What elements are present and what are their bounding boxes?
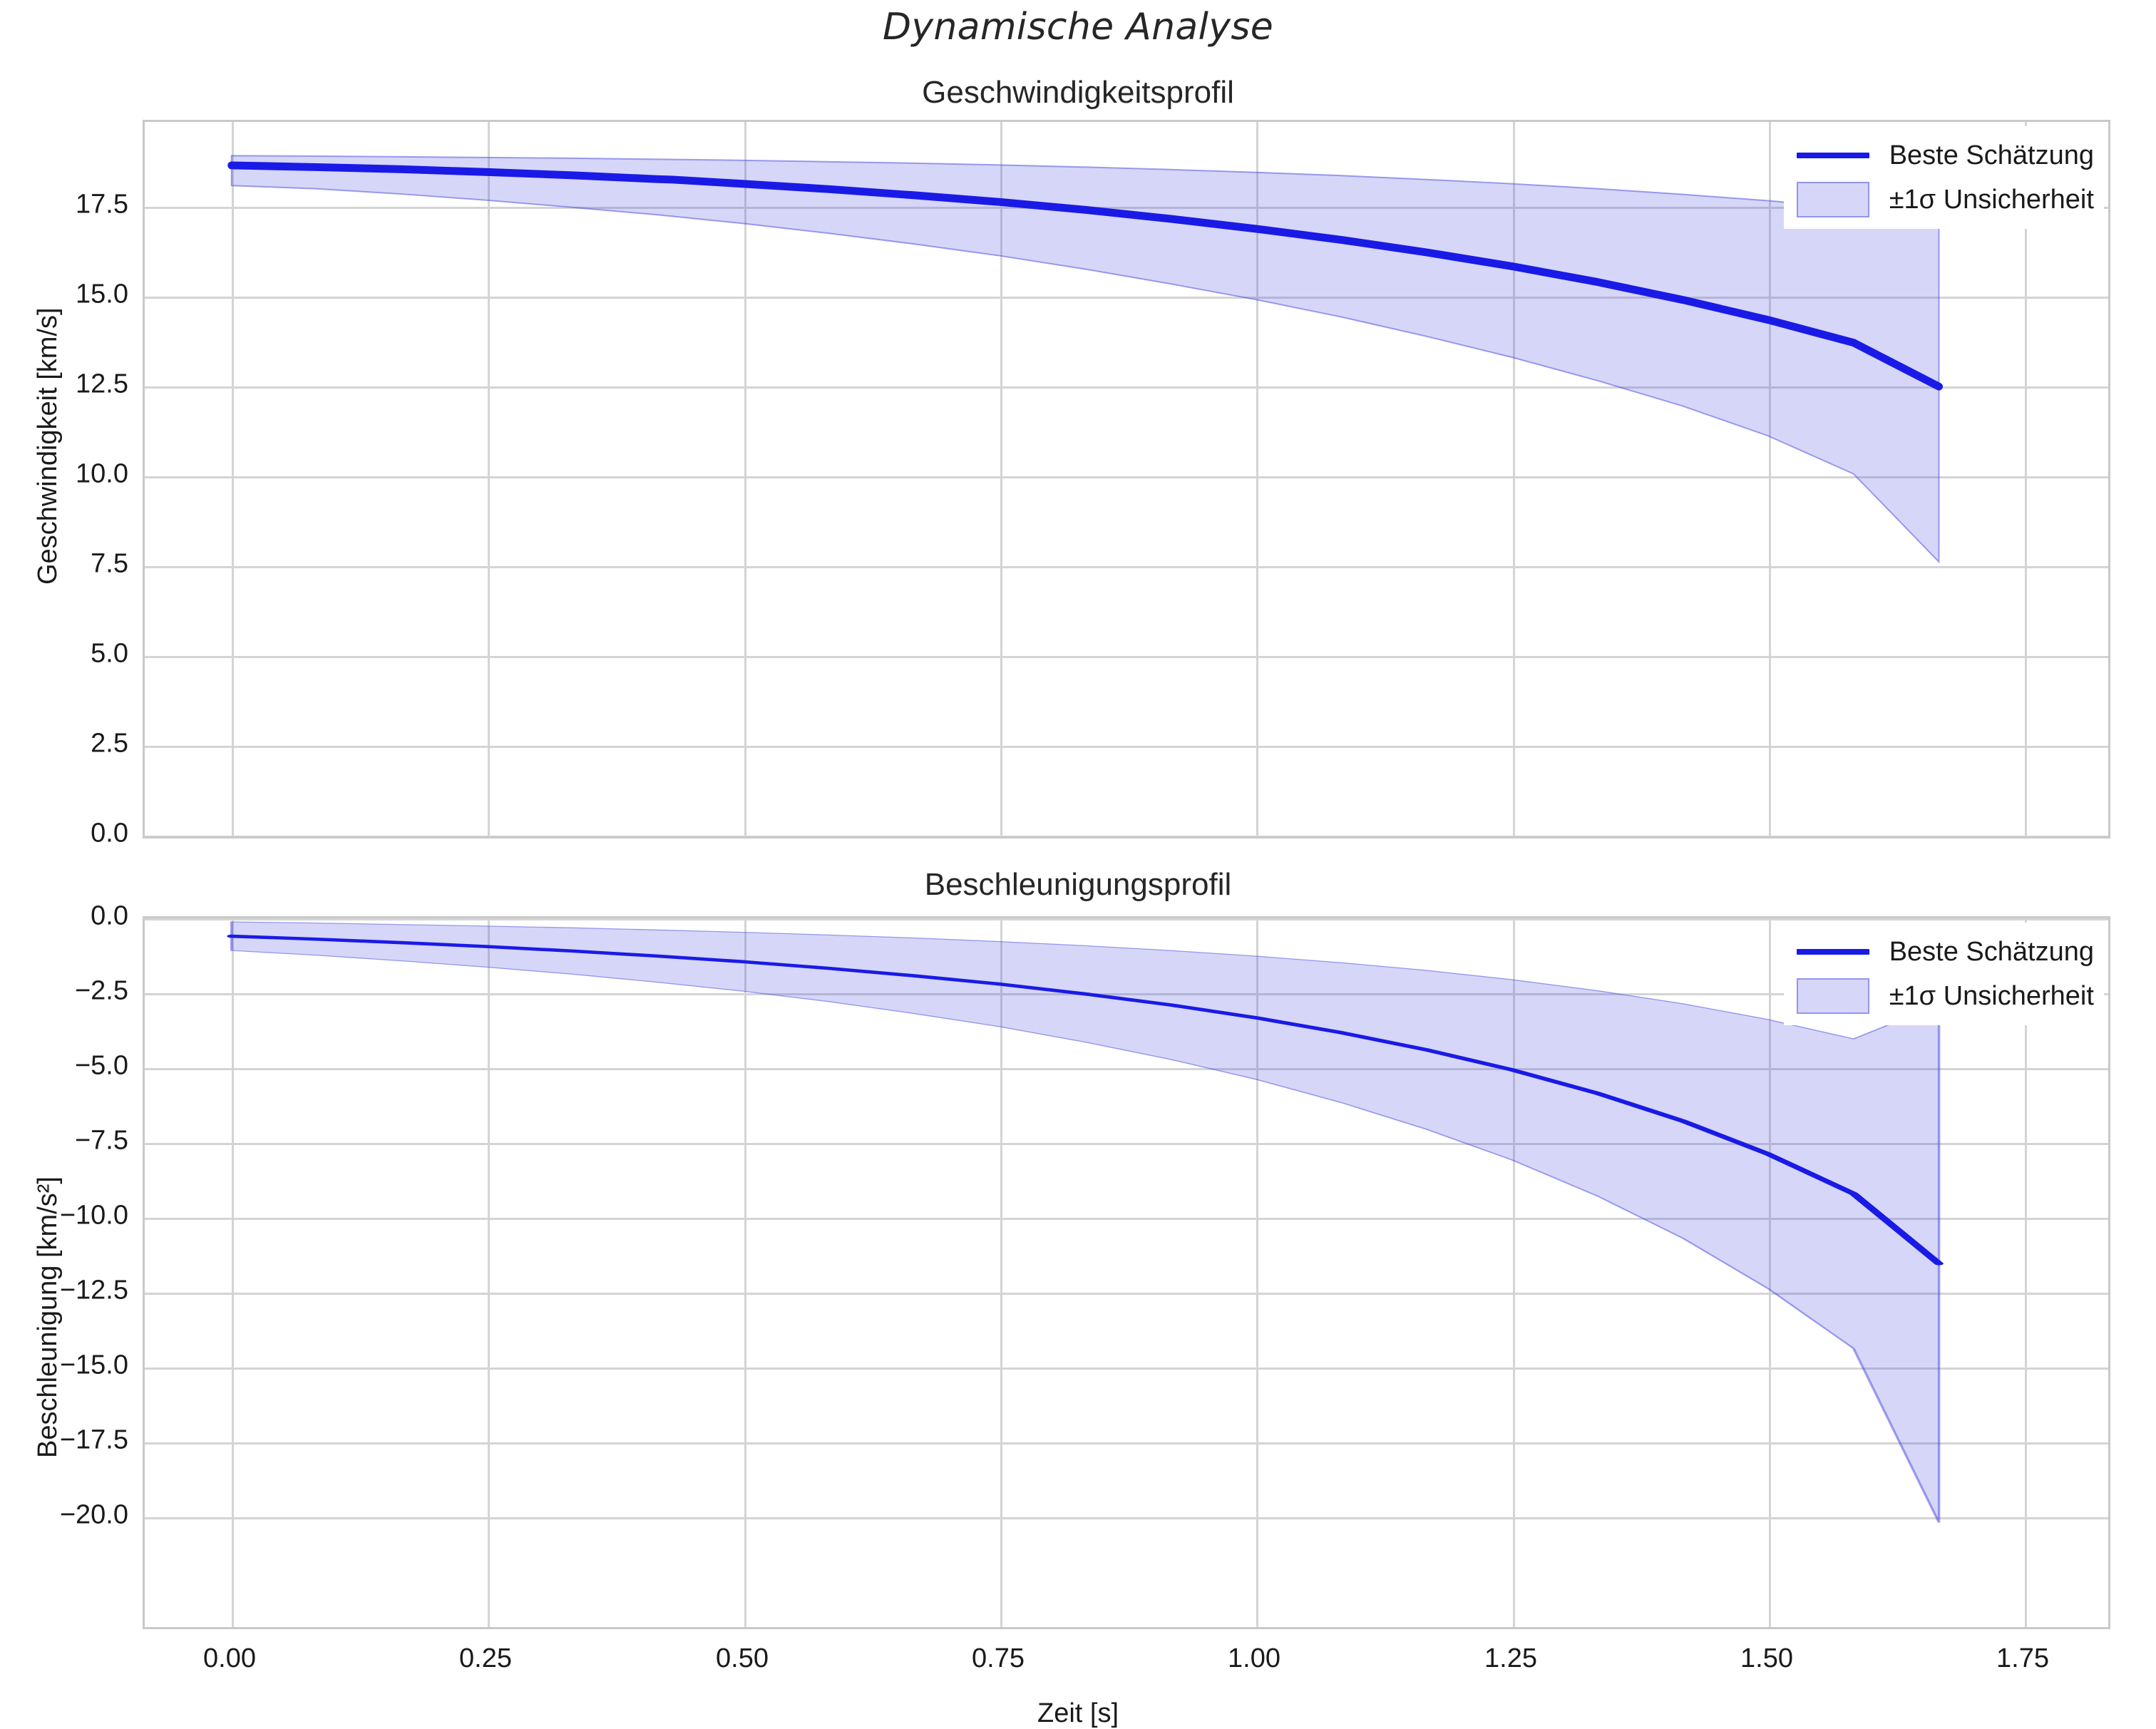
gridline-h bbox=[145, 1517, 2108, 1519]
gridline-h bbox=[145, 746, 2108, 748]
acceleration-legend: Beste Schätzung ±1σ Unsicherheit bbox=[1783, 923, 2104, 1025]
gridline-v bbox=[1769, 122, 1771, 836]
xtick: 0.00 bbox=[203, 1643, 256, 1673]
velocity-ytick: 10.0 bbox=[76, 458, 128, 489]
legend-label: ±1σ Unsicherheit bbox=[1889, 980, 2094, 1011]
acceleration-ytick: −5.0 bbox=[74, 1050, 128, 1081]
gridline-h bbox=[145, 386, 2108, 389]
legend-label: ±1σ Unsicherheit bbox=[1889, 184, 2094, 215]
acceleration-ytick: −17.5 bbox=[59, 1425, 128, 1455]
velocity-ytick: 2.5 bbox=[91, 728, 128, 759]
acceleration-ytick: 0.0 bbox=[91, 901, 128, 931]
acceleration-uncertainty-band bbox=[230, 921, 1941, 1523]
xtick: 1.00 bbox=[1228, 1643, 1280, 1673]
gridline-h bbox=[145, 1218, 2108, 1220]
acceleration-best-estimate-line bbox=[227, 934, 1944, 1266]
xtick: 1.75 bbox=[1996, 1643, 2049, 1673]
gridline-v bbox=[744, 122, 746, 836]
acceleration-ytick: −12.5 bbox=[59, 1275, 128, 1305]
velocity-uncertainty-band bbox=[230, 155, 1940, 564]
legend-row: ±1σ Unsicherheit bbox=[1791, 178, 2094, 222]
gridline-h bbox=[145, 1442, 2108, 1445]
gridline-v bbox=[488, 122, 490, 836]
velocity-ytick: 7.5 bbox=[91, 548, 128, 579]
velocity-best-estimate-line bbox=[227, 161, 1944, 391]
acceleration-title: Beschleunigungsprofil bbox=[924, 867, 1232, 902]
gridline-v bbox=[1769, 918, 1771, 1627]
legend-label: Beste Schätzung bbox=[1889, 140, 2094, 170]
legend-row: ±1σ Unsicherheit bbox=[1791, 974, 2094, 1018]
velocity-series-svg bbox=[227, 155, 1944, 564]
gridline-h bbox=[145, 1368, 2108, 1370]
gridline-h bbox=[145, 1293, 2108, 1295]
velocity-legend: Beste Schätzung ±1σ Unsicherheit bbox=[1783, 126, 2104, 229]
gridline-h bbox=[145, 656, 2108, 658]
xaxis-label: Zeit [s] bbox=[1037, 1698, 1119, 1728]
velocity-ytick: 0.0 bbox=[91, 818, 128, 848]
velocity-ytick: 12.5 bbox=[76, 369, 128, 399]
acceleration-ytick: −15.0 bbox=[59, 1350, 128, 1380]
velocity-title: Geschwindigkeitsprofil bbox=[922, 75, 1234, 110]
xtick: 0.75 bbox=[972, 1643, 1025, 1673]
gridline-h bbox=[145, 993, 2108, 995]
gridline-h bbox=[145, 918, 2108, 920]
legend-line-key bbox=[1791, 936, 1875, 968]
gridline-v bbox=[2025, 918, 2027, 1627]
acceleration-series-svg bbox=[227, 921, 1944, 1523]
acceleration-ytick: −7.5 bbox=[74, 1125, 128, 1156]
gridline-v bbox=[488, 918, 490, 1627]
legend-patch-key bbox=[1791, 978, 1875, 1014]
velocity-ytick: 5.0 bbox=[91, 638, 128, 669]
gridline-v bbox=[1513, 122, 1515, 836]
velocity-ylabel: Geschwindigkeit [km/s] bbox=[33, 307, 63, 585]
gridline-h bbox=[145, 1143, 2108, 1145]
acceleration-ytick: −20.0 bbox=[59, 1499, 128, 1530]
gridline-h bbox=[145, 836, 2108, 838]
gridline-h bbox=[145, 566, 2108, 568]
velocity-panel: Geschwindigkeitsprofil Geschwindigkeit [… bbox=[0, 0, 2156, 856]
legend-label: Beste Schätzung bbox=[1889, 936, 2094, 967]
acceleration-ytick: −10.0 bbox=[59, 1200, 128, 1231]
legend-row: Beste Schätzung bbox=[1791, 133, 2094, 178]
velocity-ytick: 17.5 bbox=[76, 189, 128, 220]
legend-patch-key bbox=[1791, 182, 1875, 217]
xtick: 1.25 bbox=[1484, 1643, 1537, 1673]
acceleration-panel: Beschleunigungsprofil Beschleunigung [km… bbox=[0, 856, 2156, 1728]
gridline-v bbox=[1513, 918, 1515, 1627]
velocity-plot-area: Beste Schätzung ±1σ Unsicherheit bbox=[143, 120, 2110, 838]
xtick: 0.50 bbox=[716, 1643, 769, 1673]
figure-suptitle: Dynamische Analyse bbox=[883, 6, 1273, 48]
gridline-v bbox=[232, 918, 234, 1627]
gridline-v bbox=[1256, 918, 1258, 1627]
gridline-v bbox=[232, 122, 234, 836]
gridline-h bbox=[145, 297, 2108, 299]
gridline-v bbox=[2025, 122, 2027, 836]
acceleration-ytick: −2.5 bbox=[74, 975, 128, 1006]
gridline-v bbox=[1000, 918, 1002, 1627]
xtick: 0.25 bbox=[459, 1643, 512, 1673]
xtick: 1.50 bbox=[1740, 1643, 1793, 1673]
gridline-h bbox=[145, 476, 2108, 478]
gridline-v bbox=[744, 918, 746, 1627]
legend-row: Beste Schätzung bbox=[1791, 930, 2094, 974]
gridline-h bbox=[145, 207, 2108, 209]
gridline-v bbox=[1256, 122, 1258, 836]
acceleration-plot-area: Beste Schätzung ±1σ Unsicherheit bbox=[143, 916, 2110, 1629]
gridline-v bbox=[1000, 122, 1002, 836]
legend-line-key bbox=[1791, 140, 1875, 171]
velocity-ytick: 15.0 bbox=[76, 279, 128, 309]
gridline-h bbox=[145, 1068, 2108, 1070]
